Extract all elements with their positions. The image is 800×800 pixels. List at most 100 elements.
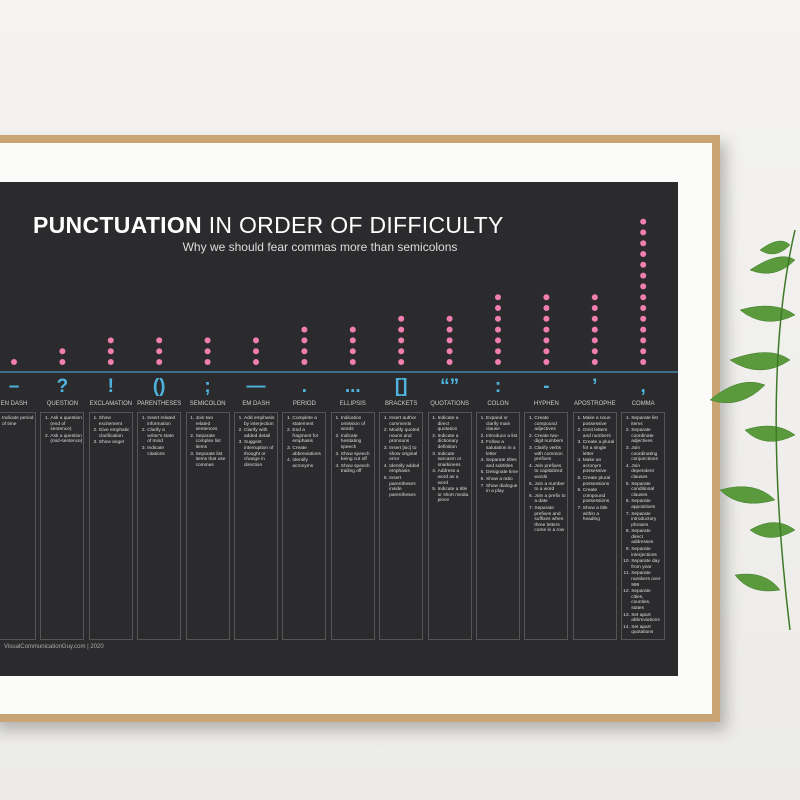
- plant: [709, 230, 796, 630]
- dot: [301, 359, 308, 365]
- dot: [349, 348, 356, 355]
- use-item: Clarify a writer's state of mind: [147, 428, 179, 445]
- use-item: Complete a statement: [292, 416, 324, 427]
- uses-box: Join two related sentencesSeparate compl…: [185, 412, 230, 640]
- use-item: Indicate sarcasm or snarkiness: [438, 452, 470, 469]
- use-item: Indicate a direct quotation: [438, 416, 470, 433]
- use-item: Follow a salutation in a letter: [486, 440, 518, 457]
- dot: [591, 315, 598, 322]
- uses-box: Show excitementGive emphatic clarificati…: [88, 412, 133, 640]
- dot: [446, 326, 453, 333]
- category-label: EN DASH: [0, 401, 28, 407]
- dot-column: [301, 326, 308, 365]
- dot: [204, 348, 211, 355]
- dot: [495, 337, 501, 344]
- use-item: Create plural possessions: [583, 476, 615, 487]
- dot: [640, 337, 647, 344]
- dot: [446, 359, 453, 365]
- use-item: Set apart abbreviations: [631, 613, 663, 624]
- symbol: ,: [641, 376, 646, 397]
- use-item: Indicate citations: [147, 446, 179, 457]
- dot: [446, 337, 453, 344]
- dot: [495, 326, 501, 333]
- footer: VisualCommunicationGuy.com | 2020: [4, 644, 104, 650]
- uses-box: Insert author commentsModify quoted noun…: [379, 412, 424, 640]
- uses-box: Add emphasis by interjectionClarify with…: [234, 412, 278, 640]
- use-item: Create abbreviations: [292, 446, 324, 457]
- dot: [543, 348, 550, 355]
- category-label: QUESTION: [46, 401, 79, 407]
- uses-box: Ask a question (end of sentence)Ask a qu…: [40, 412, 85, 640]
- dot: [398, 359, 405, 365]
- dot-column: [11, 359, 17, 365]
- uses-box: Complete a statementEnd a fragment for e…: [282, 412, 327, 640]
- dot: [107, 337, 114, 344]
- use-item: Separate coordinate adjectives: [631, 428, 663, 445]
- dot: [640, 359, 647, 365]
- dot: [349, 337, 356, 344]
- dot: [640, 218, 647, 225]
- use-item: Join a number to a word: [534, 482, 566, 493]
- dot: [107, 348, 114, 355]
- dot-column: [156, 337, 163, 365]
- uses-list: Insert author commentsModify quoted noun…: [380, 416, 422, 498]
- dot: [640, 348, 647, 355]
- uses-list: Create compound adjectivesCreate two-dig…: [525, 416, 567, 534]
- use-item: Show a ratio: [486, 477, 518, 483]
- dot: [156, 348, 163, 355]
- use-item: Separate numbers over 999: [631, 571, 663, 588]
- use-item: Show anger: [99, 440, 131, 446]
- dot-column: [204, 337, 211, 365]
- dot-column: [495, 294, 501, 365]
- dot: [301, 337, 308, 344]
- use-item: Separate prefixes and suffixes when thre…: [534, 506, 566, 534]
- uses-list: Add emphasis by interjectionClarify with…: [235, 416, 277, 468]
- use-item: Join prefixes to capitalized words: [534, 464, 566, 481]
- category-label: APOSTROPHE: [573, 401, 616, 407]
- poster: PUNCTUATION IN ORDER OF DIFFICULTY Why w…: [0, 182, 678, 676]
- symbol: []: [395, 376, 408, 397]
- dot: [446, 315, 453, 322]
- dot: [591, 337, 598, 344]
- use-item: Create compound possessions: [583, 488, 615, 505]
- dot: [640, 294, 647, 301]
- dot: [301, 348, 308, 355]
- use-item: Ask a question (mid-sentence): [50, 434, 82, 445]
- use-item: Designate time: [486, 470, 518, 476]
- symbol: :: [495, 376, 501, 397]
- use-item: Address a word as a word: [438, 469, 470, 486]
- category-label: HYPHEN: [533, 401, 559, 407]
- use-item: Separate appositives: [631, 499, 663, 510]
- category-label: BRACKETS: [385, 401, 418, 407]
- dot-column: [543, 294, 550, 365]
- use-item: Clarify verbs with common prefixes: [534, 446, 566, 463]
- dot: [640, 326, 647, 333]
- use-item: Show speech being cut off: [341, 452, 373, 463]
- use-item: Separate day from year: [631, 559, 663, 570]
- use-item: Indicate a title or short media piece: [438, 487, 470, 504]
- use-item: Introduce a list: [486, 434, 518, 440]
- dot: [59, 348, 66, 355]
- use-item: End a fragment for emphasis: [292, 428, 324, 445]
- dot: [640, 315, 647, 322]
- dot: [543, 315, 550, 322]
- dot: [301, 326, 308, 333]
- dot: [204, 359, 211, 365]
- category-label: COMMA: [631, 401, 655, 407]
- use-item: Insert [sic] to show original error: [389, 446, 421, 463]
- uses-box: Indication omission of wordsIndicate hes…: [330, 412, 375, 640]
- use-item: Make an acronym possessive: [583, 458, 615, 475]
- use-item: Ask a question (end of sentence): [50, 416, 82, 433]
- dot: [11, 359, 17, 365]
- use-item: Separate cities, counties, states: [631, 589, 663, 611]
- dot: [446, 348, 453, 355]
- use-item: Join coordinating conjunctions: [631, 446, 663, 463]
- dot-chart: –?! (); —.... [] “”: - ’,: [0, 218, 678, 397]
- dot: [640, 240, 647, 247]
- use-item: Identify acronyms: [292, 458, 324, 469]
- dot: [398, 348, 405, 355]
- use-item: Separate introductory phrases: [631, 512, 663, 529]
- use-item: Separate list items that use commas: [196, 452, 228, 469]
- use-item: Indicate a dictionary definition: [438, 434, 470, 451]
- dot: [640, 283, 647, 290]
